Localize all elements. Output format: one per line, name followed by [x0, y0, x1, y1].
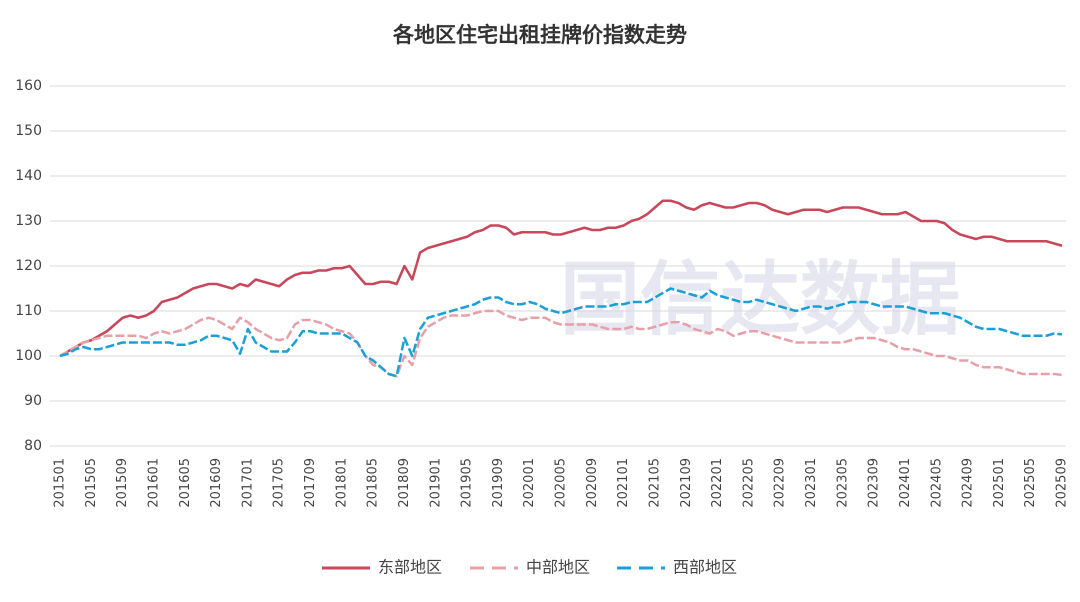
- x-tick-label: 202409: [961, 458, 976, 508]
- x-tick-label: 201809: [397, 458, 412, 508]
- x-tick-label: 202201: [710, 458, 725, 508]
- y-tick-label: 160: [15, 78, 42, 94]
- x-tick-label: 201505: [84, 458, 99, 508]
- y-tick-label: 150: [15, 123, 42, 139]
- legend-label: 东部地区: [378, 558, 442, 577]
- x-tick-label: 201909: [491, 458, 506, 508]
- x-tick-label: 201509: [115, 458, 130, 508]
- x-tick-label: 202305: [835, 458, 850, 508]
- y-tick-label: 140: [15, 168, 42, 184]
- x-tick-label: 201805: [366, 458, 381, 508]
- chart-title: 各地区住宅出租挂牌价指数走势: [392, 23, 687, 47]
- y-tick-label: 90: [24, 393, 42, 409]
- series-line: [59, 199, 1063, 358]
- x-tick-label: 201605: [178, 458, 193, 508]
- x-tick-label: 202001: [522, 458, 537, 508]
- x-tick-label: 202505: [1023, 458, 1038, 508]
- series-line: [59, 309, 1063, 378]
- x-tick-label: 202501: [992, 458, 1007, 508]
- x-tick-label: 202205: [741, 458, 756, 508]
- y-tick-label: 120: [15, 258, 42, 274]
- x-tick-label: 201501: [53, 458, 68, 508]
- x-tick-label: 202005: [554, 458, 569, 508]
- x-tick-label: 202401: [898, 458, 913, 508]
- y-tick-label: 80: [24, 438, 42, 454]
- legend-label: 西部地区: [673, 558, 737, 577]
- x-tick-label: 202309: [867, 458, 882, 508]
- x-tick-label: 201801: [334, 458, 349, 508]
- x-tick-label: 201701: [240, 458, 255, 508]
- x-tick-label: 201601: [146, 458, 161, 508]
- x-tick-label: 201609: [209, 458, 224, 508]
- y-tick-label: 130: [15, 213, 42, 229]
- x-tick-label: 201705: [272, 458, 287, 508]
- x-tick-label: 202509: [1055, 458, 1070, 508]
- y-tick-label: 110: [15, 303, 42, 319]
- x-tick-label: 202105: [647, 458, 662, 508]
- x-tick-label: 202009: [585, 458, 600, 508]
- x-tick-label: 201709: [303, 458, 318, 508]
- y-tick-label: 100: [15, 348, 42, 364]
- x-tick-label: 202209: [773, 458, 788, 508]
- x-tick-label: 201905: [460, 458, 475, 508]
- x-tick-label: 202101: [616, 458, 631, 508]
- series-line: [59, 287, 1063, 378]
- x-tick-label: 201901: [428, 458, 443, 508]
- x-tick-label: 202405: [929, 458, 944, 508]
- legend-label: 中部地区: [526, 558, 590, 577]
- x-tick-label: 202109: [679, 458, 694, 508]
- x-tick-label: 202301: [804, 458, 819, 508]
